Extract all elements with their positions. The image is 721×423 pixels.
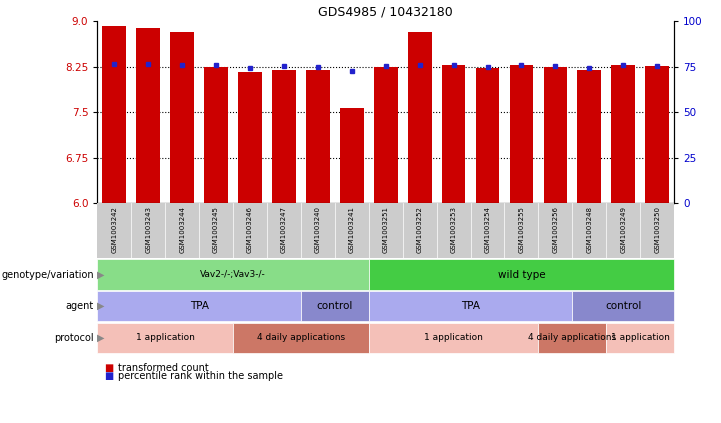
Bar	[170, 32, 194, 203]
Bar	[102, 26, 126, 203]
Bar	[476, 69, 500, 203]
Text: GSM1003244: GSM1003244	[179, 206, 185, 253]
Text: GSM1003241: GSM1003241	[349, 206, 355, 253]
Text: TPA: TPA	[461, 301, 480, 311]
Text: ▶: ▶	[97, 269, 104, 280]
Bar	[578, 70, 601, 203]
Text: 1 application: 1 application	[424, 333, 483, 343]
Text: control: control	[605, 301, 642, 311]
Bar	[408, 32, 432, 203]
Text: ■: ■	[105, 363, 114, 373]
Text: 4 daily applications: 4 daily applications	[528, 333, 616, 343]
Bar	[611, 66, 635, 203]
Text: 1 application: 1 application	[611, 333, 670, 343]
Bar	[374, 67, 397, 203]
Bar	[272, 70, 296, 203]
Bar	[204, 67, 228, 203]
Text: TPA: TPA	[190, 301, 208, 311]
Bar	[645, 66, 669, 203]
Text: GSM1003255: GSM1003255	[518, 206, 524, 253]
Bar	[442, 65, 466, 203]
Text: GSM1003240: GSM1003240	[315, 206, 321, 253]
Bar	[136, 28, 160, 203]
Text: GSM1003243: GSM1003243	[145, 206, 151, 253]
Text: GSM1003254: GSM1003254	[485, 206, 490, 253]
Text: control: control	[317, 301, 353, 311]
Text: Vav2-/-;Vav3-/-: Vav2-/-;Vav3-/-	[200, 270, 266, 279]
Bar	[306, 70, 329, 203]
Text: protocol: protocol	[54, 333, 94, 343]
Bar	[238, 72, 262, 203]
Text: transformed count: transformed count	[118, 363, 208, 373]
Text: ■: ■	[105, 371, 114, 382]
Text: ▶: ▶	[97, 301, 104, 311]
Bar	[544, 67, 567, 203]
Title: GDS4985 / 10432180: GDS4985 / 10432180	[319, 5, 453, 19]
Text: GSM1003252: GSM1003252	[417, 206, 423, 253]
Text: GSM1003242: GSM1003242	[111, 206, 118, 253]
Text: GSM1003253: GSM1003253	[451, 206, 456, 253]
Text: wild type: wild type	[497, 269, 545, 280]
Text: GSM1003256: GSM1003256	[552, 206, 558, 253]
Text: GSM1003246: GSM1003246	[247, 206, 253, 253]
Text: GSM1003251: GSM1003251	[383, 206, 389, 253]
Text: GSM1003248: GSM1003248	[586, 206, 593, 253]
Text: ▶: ▶	[97, 333, 104, 343]
Text: 1 application: 1 application	[136, 333, 195, 343]
Text: GSM1003249: GSM1003249	[620, 206, 627, 253]
Text: GSM1003247: GSM1003247	[281, 206, 287, 253]
Text: GSM1003250: GSM1003250	[654, 206, 660, 253]
Bar	[340, 108, 363, 203]
Text: genotype/variation: genotype/variation	[1, 269, 94, 280]
Text: GSM1003245: GSM1003245	[213, 206, 219, 253]
Text: percentile rank within the sample: percentile rank within the sample	[118, 371, 283, 382]
Bar	[510, 66, 534, 203]
Text: 4 daily applications: 4 daily applications	[257, 333, 345, 343]
Text: agent: agent	[66, 301, 94, 311]
